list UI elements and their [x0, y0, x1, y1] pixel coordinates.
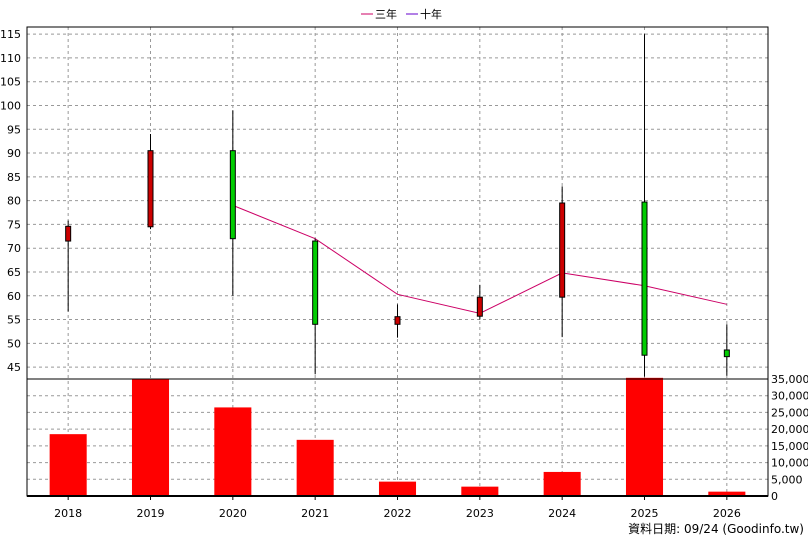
year-tick-label: 2021	[301, 507, 329, 520]
price-tick-label: 45	[7, 361, 21, 374]
year-tick-label: 2020	[219, 507, 247, 520]
candle-2023	[476, 284, 483, 320]
candle-2021	[312, 238, 319, 375]
candle-2020	[229, 110, 236, 296]
volume-bar-2025	[625, 377, 664, 496]
candle-body	[229, 150, 236, 240]
price-tick-label: 65	[7, 266, 21, 279]
price-tick-label: 85	[7, 171, 21, 184]
price-tick-label: 95	[7, 123, 21, 136]
volume-bar-2018	[49, 434, 87, 496]
candle-2022	[394, 304, 401, 338]
price-tick-label: 80	[7, 195, 21, 208]
legend-item: 三年	[361, 7, 397, 21]
candle-body	[723, 349, 730, 358]
price-tick-label: 70	[7, 242, 21, 255]
candle-body	[147, 150, 154, 228]
candle-2026	[723, 324, 730, 376]
data-source-note: 資料日期: 09/24 (Goodinfo.tw)	[628, 522, 804, 536]
candle-body	[312, 240, 319, 325]
candle-2018	[65, 220, 72, 312]
volume-tick-label: 30,000	[771, 390, 808, 403]
price-tick-label: 75	[7, 218, 21, 231]
year-tick-label: 2024	[548, 507, 576, 520]
price-tick-label: 105	[0, 76, 21, 89]
candle-body	[476, 296, 483, 317]
volume-bar-2023	[461, 486, 499, 496]
candle-body	[559, 202, 566, 298]
year-tick-label: 2022	[384, 507, 412, 520]
candle-2024	[559, 186, 566, 338]
year-tick-label: 2019	[137, 507, 165, 520]
volume-bar-2026	[708, 491, 746, 496]
volume-bar-2019	[131, 379, 170, 496]
legend-label: 三年	[375, 7, 397, 21]
year-tick-label: 2026	[713, 507, 741, 520]
price-tick-label: 110	[0, 52, 21, 65]
grid-layer	[27, 27, 768, 496]
legend-item: 十年	[406, 7, 442, 21]
volume-tick-label: 20,000	[771, 423, 808, 436]
volume-bars	[49, 377, 746, 496]
price-tick-label: 55	[7, 314, 21, 327]
volume-tick-label: 35,000	[771, 373, 808, 386]
legend: 三年 十年	[361, 7, 442, 21]
axes-layer: 45 50 55 60 65 70 75 80 85 90 95 100 105 110 115 0 5,000…	[0, 26, 808, 520]
legend-label: 十年	[420, 7, 442, 21]
volume-tick-label: 15,000	[771, 440, 808, 453]
volume-tick-label: 0	[771, 490, 778, 503]
candle-2019	[147, 134, 154, 230]
volume-bar-2021	[296, 439, 334, 496]
price-tick-label: 50	[7, 337, 21, 350]
year-tick-label: 2023	[466, 507, 494, 520]
volume-bar-2020	[214, 407, 252, 496]
year-tick-label: 2025	[631, 507, 659, 520]
candles-layer	[65, 34, 730, 377]
candle-body	[641, 201, 648, 356]
candle-body	[65, 225, 72, 242]
price-tick-label: 60	[7, 290, 21, 303]
price-tick-label: 115	[0, 28, 21, 41]
candle-2025	[641, 34, 648, 377]
price-tick-label: 100	[0, 99, 21, 112]
candle-body	[394, 316, 401, 325]
price-tick-label: 90	[7, 147, 21, 160]
volume-tick-label: 25,000	[771, 406, 808, 419]
year-tick-label: 2018	[54, 507, 82, 520]
volume-bar-2024	[543, 471, 581, 496]
volume-bar-2022	[378, 481, 417, 496]
volume-tick-label: 10,000	[771, 457, 808, 470]
volume-tick-label: 5,000	[771, 473, 803, 486]
